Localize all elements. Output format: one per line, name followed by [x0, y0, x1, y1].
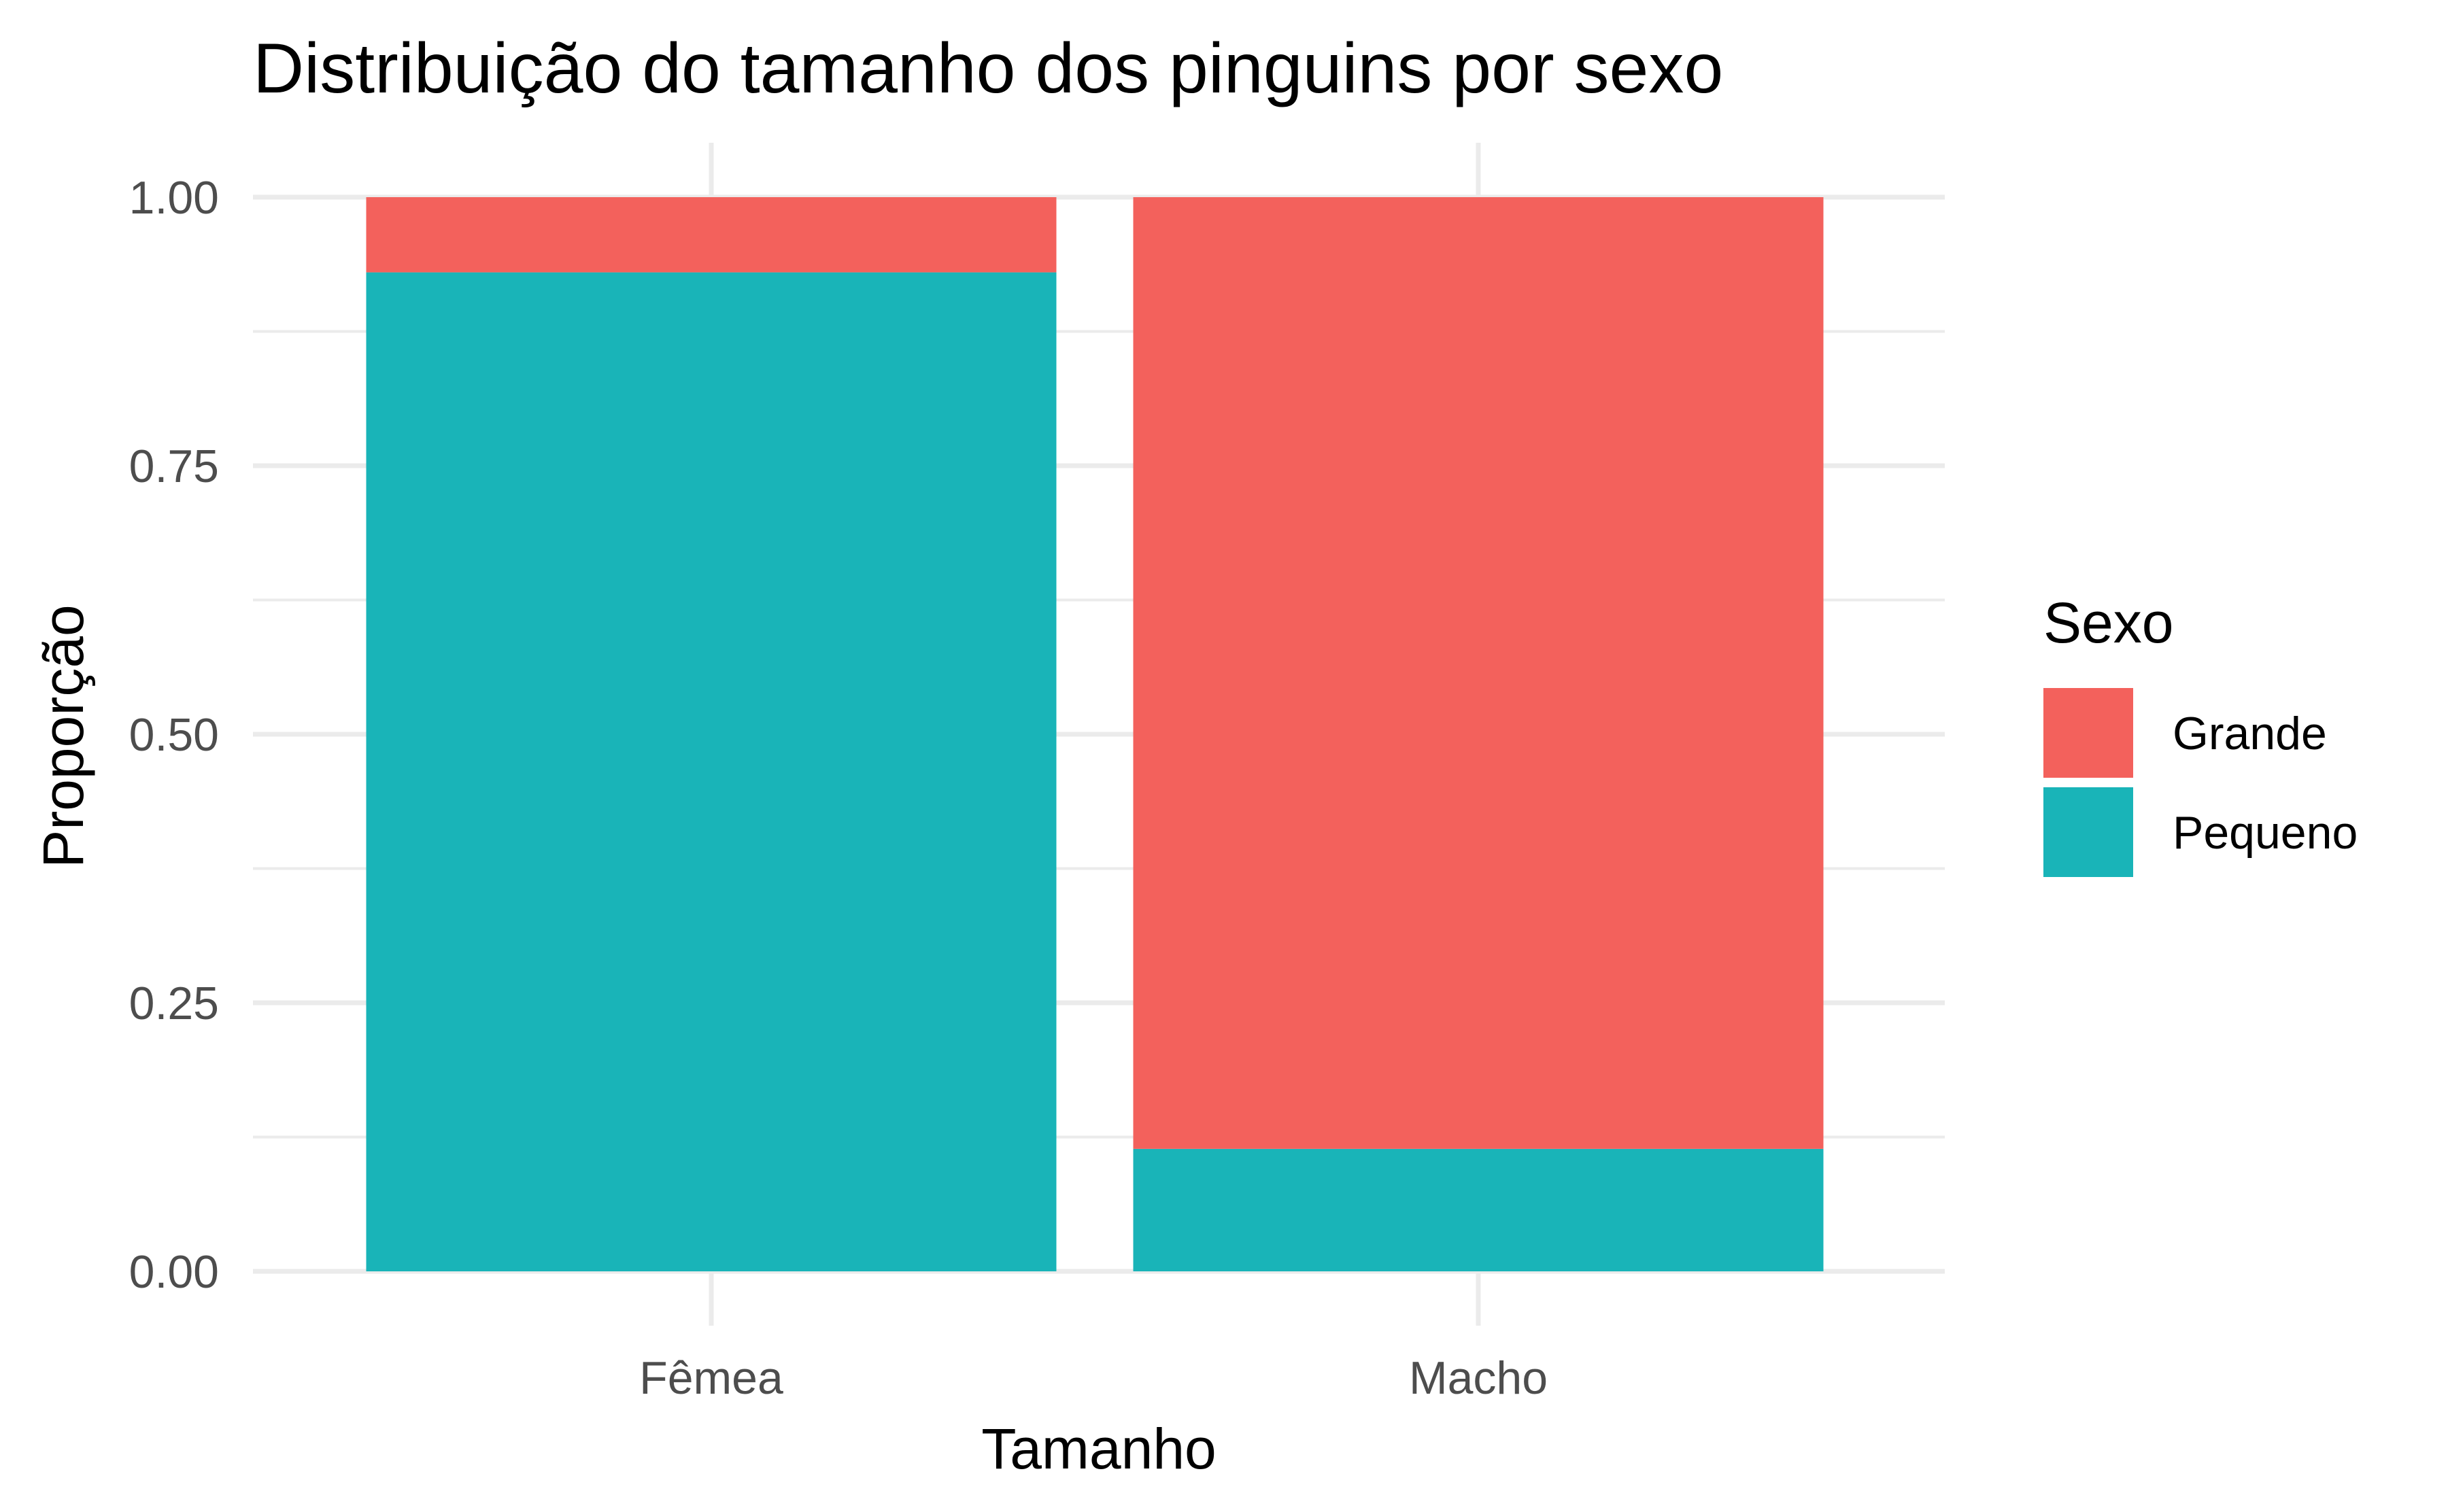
legend-title: Sexo	[2043, 591, 2173, 655]
x-axis-title: Tamanho	[981, 1417, 1217, 1481]
legend: Sexo Grande Pequeno	[2043, 591, 2358, 877]
legend-label-grande: Grande	[2173, 708, 2327, 759]
bar-grande-1	[366, 197, 1057, 273]
y-tick-label: 1.00	[129, 172, 219, 224]
bar-grande-2	[1133, 197, 1824, 1149]
axis-ticks: 0.00 0.25 0.50 0.75 1.00 Fêmea Macho	[129, 172, 1548, 1404]
chart-title: Distribuição do tamanho dos pinguins por…	[253, 29, 1723, 108]
bar-pequeno-2	[1133, 1148, 1824, 1271]
y-tick-label: 0.25	[129, 978, 219, 1029]
x-tick-label: Macho	[1409, 1352, 1548, 1404]
bar-pequeno-1	[366, 272, 1057, 1272]
y-tick-label: 0.75	[129, 441, 219, 492]
legend-key-pequeno	[2043, 787, 2133, 877]
y-tick-label: 0.50	[129, 709, 219, 761]
y-axis-title: Proporção	[31, 604, 95, 868]
y-tick-label: 0.00	[129, 1246, 219, 1298]
legend-items: Grande Pequeno	[2043, 688, 2358, 877]
legend-label-pequeno: Pequeno	[2173, 807, 2358, 859]
bars	[366, 197, 1824, 1272]
x-tick-label: Fêmea	[639, 1352, 783, 1404]
legend-key-grande	[2043, 688, 2133, 778]
